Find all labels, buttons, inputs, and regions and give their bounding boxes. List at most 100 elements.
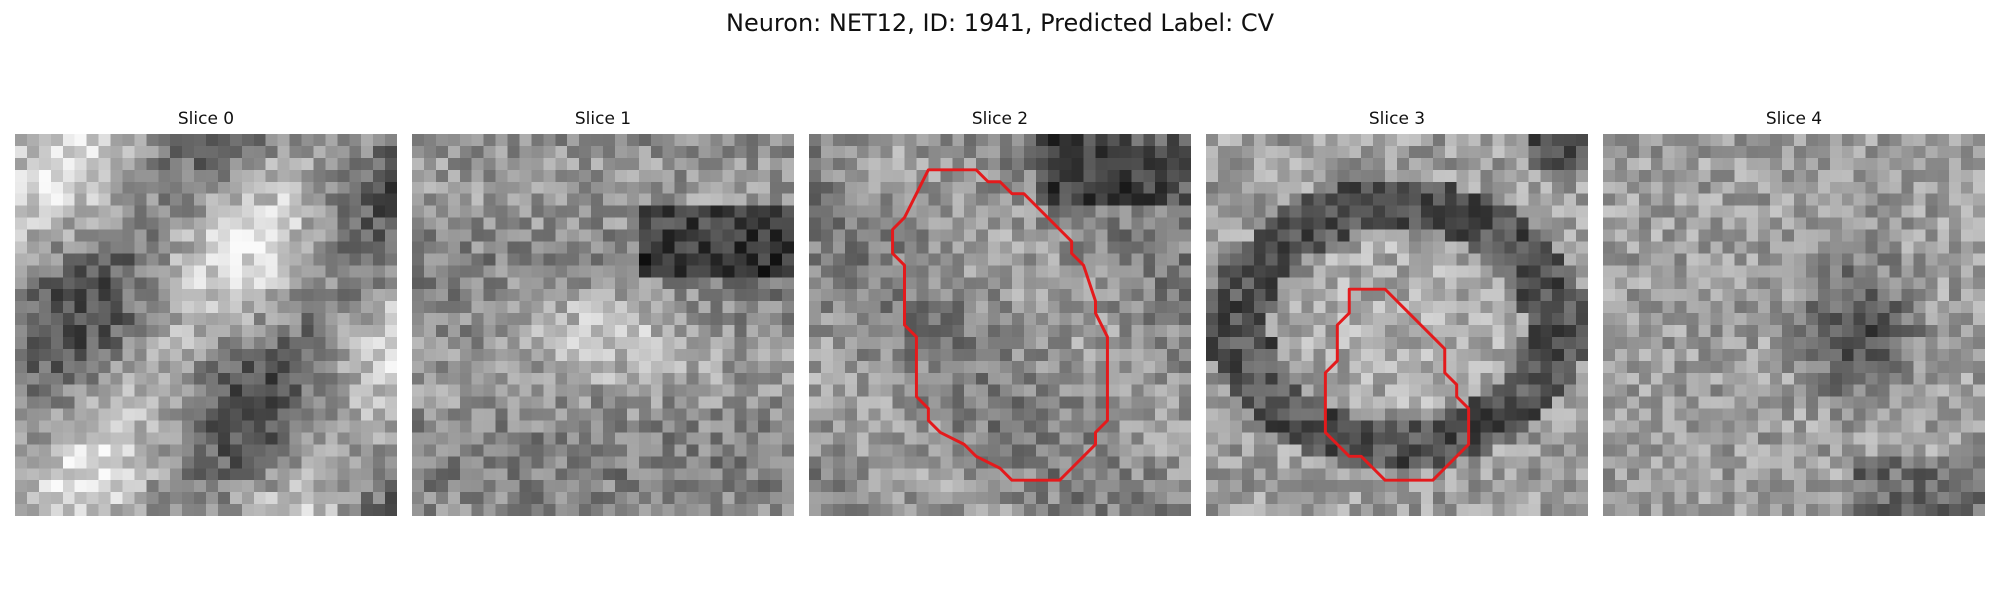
image-pixel [1710,181,1723,194]
image-pixel [146,408,159,421]
image-pixel [1877,181,1890,194]
image-pixel [15,277,28,290]
image-pixel [856,205,869,218]
image-pixel [1155,408,1168,421]
image-pixel [1576,504,1588,516]
image-pixel [531,444,544,457]
image-pixel [1131,480,1144,493]
image-pixel [1373,384,1386,397]
image-pixel [1179,265,1191,278]
image-pixel [158,468,171,481]
image-pixel [15,241,28,254]
image-pixel [265,456,278,469]
image-pixel [746,205,759,218]
image-pixel [1614,444,1628,457]
image-pixel [412,456,425,469]
image-pixel [1650,420,1663,433]
image-pixel [373,205,386,218]
image-pixel [638,468,651,481]
image-pixel [710,396,723,409]
image-pixel [567,157,580,171]
image-pixel [1059,313,1072,326]
image-pixel [1603,241,1616,254]
image-pixel [686,289,699,302]
image-pixel [1179,468,1191,481]
image-pixel [519,229,532,242]
image-pixel [15,325,28,338]
image-pixel [98,217,111,230]
image-pixel [483,289,496,302]
image-pixel [483,193,496,206]
image-pixel [722,253,735,266]
image-pixel [1552,360,1565,373]
image-pixel [1650,396,1663,409]
image-pixel [313,289,326,302]
image-pixel [674,217,687,230]
image-pixel [1107,265,1120,278]
image-pixel [50,157,63,171]
image-pixel [289,468,302,481]
image-pixel [277,169,290,182]
image-pixel [1119,134,1132,147]
image-pixel [555,265,568,278]
image-pixel [74,360,87,373]
image-pixel [471,336,484,350]
image-pixel [710,289,723,302]
image-pixel [182,325,195,338]
image-pixel [904,134,917,147]
image-pixel [1083,372,1096,385]
image-pixel [1071,468,1084,481]
image-pixel [770,468,783,481]
image-pixel [313,193,326,206]
image-pixel [856,265,869,278]
image-pixel [543,372,556,385]
image-pixel [507,313,520,326]
image-pixel [1206,169,1219,182]
image-pixel [1516,325,1529,338]
image-pixel [1229,169,1243,182]
image-pixel [26,372,40,385]
image-pixel [1217,169,1231,182]
image-pixel [734,444,747,457]
image-pixel [265,348,278,362]
image-pixel [194,253,207,266]
image-pixel [1325,301,1338,314]
image-pixel [15,336,28,350]
image-pixel [1841,145,1854,159]
image-pixel [722,408,735,421]
image-pixel [325,169,338,182]
image-pixel [988,193,1001,206]
image-pixel [1805,336,1819,350]
image-pixel [1011,229,1025,242]
image-pixel [519,336,532,350]
image-pixel [1865,420,1878,433]
image-pixel [110,456,123,469]
image-pixel [734,492,747,505]
image-pixel [1614,336,1628,350]
image-pixel [194,408,207,421]
image-pixel [519,372,532,385]
image-pixel [1817,229,1831,242]
image-pixel [1877,241,1890,254]
image-pixel [265,169,278,182]
image-pixel [1206,134,1219,147]
image-pixel [964,336,977,350]
image-pixel [1325,408,1338,421]
image-pixel [74,372,87,385]
slice-panel-1: Slice 1 [412,108,794,520]
image-pixel [1408,205,1422,218]
image-pixel [638,432,651,445]
image-pixel [964,325,977,338]
image-pixel [122,229,135,242]
image-pixel [337,241,350,254]
image-pixel [1853,408,1866,421]
image-pixel [495,313,508,326]
image-pixel [1155,289,1168,302]
image-pixel [868,301,881,314]
image-pixel [555,480,568,493]
image-pixel [98,253,111,266]
image-pixel [1698,360,1711,373]
image-pixel [277,432,290,445]
image-pixel [385,277,397,290]
image-pixel [1107,205,1120,218]
